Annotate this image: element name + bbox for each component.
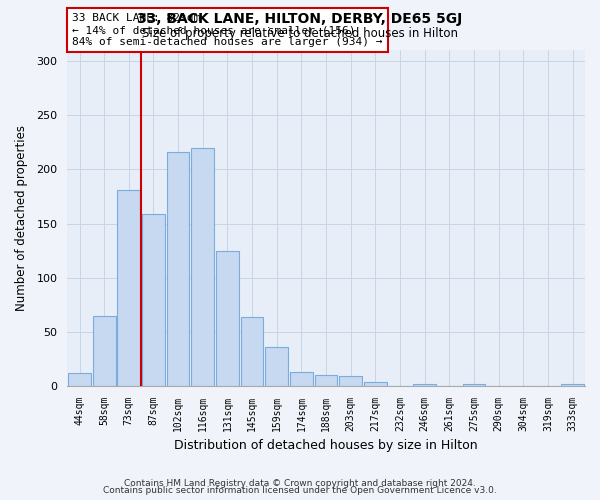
Bar: [142, 214, 165, 386]
Y-axis label: Number of detached properties: Number of detached properties: [15, 125, 28, 311]
Bar: [241, 317, 263, 386]
Bar: [265, 347, 288, 386]
Bar: [315, 376, 337, 386]
Bar: [364, 382, 387, 386]
Bar: [118, 190, 140, 386]
Bar: [216, 250, 239, 386]
Bar: [413, 384, 436, 386]
Text: Size of property relative to detached houses in Hilton: Size of property relative to detached ho…: [142, 28, 458, 40]
Bar: [68, 373, 91, 386]
Bar: [562, 384, 584, 386]
Bar: [340, 376, 362, 386]
Bar: [93, 316, 116, 386]
Bar: [167, 152, 190, 386]
Bar: [463, 384, 485, 386]
Text: 33 BACK LANE: 82sqm
← 14% of detached houses are smaller (156)
84% of semi-detac: 33 BACK LANE: 82sqm ← 14% of detached ho…: [73, 14, 383, 46]
Bar: [191, 148, 214, 386]
Text: 33, BACK LANE, HILTON, DERBY, DE65 5GJ: 33, BACK LANE, HILTON, DERBY, DE65 5GJ: [137, 12, 463, 26]
Text: Contains HM Land Registry data © Crown copyright and database right 2024.: Contains HM Land Registry data © Crown c…: [124, 478, 476, 488]
Text: Contains public sector information licensed under the Open Government Licence v3: Contains public sector information licen…: [103, 486, 497, 495]
X-axis label: Distribution of detached houses by size in Hilton: Distribution of detached houses by size …: [174, 440, 478, 452]
Bar: [290, 372, 313, 386]
